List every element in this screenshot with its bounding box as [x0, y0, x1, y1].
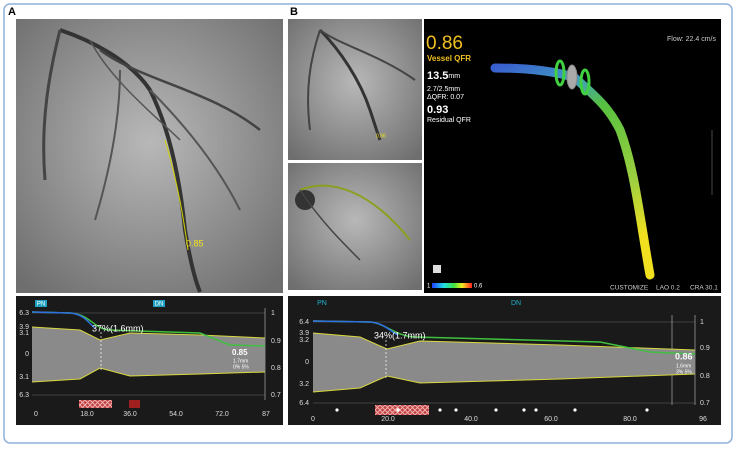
- x-tick-label: 87: [262, 411, 270, 418]
- y-tick-label: 6.3: [19, 392, 29, 399]
- y-tick-label: 3.9: [299, 330, 309, 337]
- length-unit: mm: [448, 73, 460, 80]
- x-tick-label: 36.0: [123, 411, 137, 418]
- x-tick-label: 18.0: [80, 411, 94, 418]
- pn-marker: PN: [317, 300, 327, 307]
- stenosis-label: 34%(1.7mm): [374, 330, 426, 340]
- view-mode: CUSTOMIZE: [610, 285, 649, 292]
- colorbar-max: 0.6: [474, 284, 483, 290]
- flow: Flow: 22.4 cm/s: [667, 36, 717, 43]
- x-tick-label: 40.0: [464, 416, 478, 423]
- x-tick-label: 72.0: [215, 411, 229, 418]
- x-tick-label: 80.0: [623, 416, 637, 423]
- view-angle: LAO 0.2: [656, 285, 680, 292]
- end-note: 0% 5%: [233, 364, 249, 370]
- x-tick-label: 20.0: [381, 416, 395, 423]
- qfr-tick-label: 0.9: [271, 338, 281, 345]
- profile-b: [288, 296, 721, 425]
- x-tick-label: 0: [311, 416, 315, 423]
- length-value: 13.5: [427, 70, 448, 82]
- x-tick-label: 54.0: [169, 411, 183, 418]
- y-tick-label: 3.1: [19, 330, 29, 337]
- y-tick-label: 6.4: [299, 400, 309, 407]
- y-tick-label: 3.2: [299, 381, 309, 388]
- view-angle: CRA 30.1: [690, 285, 718, 292]
- y-tick-label: 0: [305, 359, 309, 366]
- qfr-label: 0.86: [376, 133, 386, 139]
- qfr-tick-label: 0.7: [271, 392, 281, 399]
- y-tick-label: 3.1: [19, 374, 29, 381]
- qfr-tick-label: 1: [700, 319, 704, 326]
- lesion-length: 13.5mm: [427, 70, 460, 82]
- vessel-qfr-title: Vessel QFR: [427, 54, 471, 63]
- end-qfr: 0.86: [675, 351, 693, 361]
- end-note: 3% 5%: [676, 369, 692, 375]
- qfr-tick-label: 0.7: [700, 400, 710, 407]
- y-tick-label: 3.9: [19, 324, 29, 331]
- y-tick-label: 0: [25, 351, 29, 358]
- diameters: 2.7/2.5mm: [427, 86, 460, 93]
- panel-label: B: [290, 6, 298, 18]
- end-diameter: 1.7mm: [233, 358, 248, 364]
- dn-marker: DN: [511, 300, 521, 307]
- profile-a: [16, 296, 283, 425]
- colorbar-min: 1: [427, 284, 431, 290]
- x-tick-label: 0: [34, 411, 38, 418]
- angiogram-a: [16, 19, 283, 293]
- x-tick-label: 60.0: [544, 416, 558, 423]
- dn-marker: DN: [155, 302, 164, 308]
- qfr-tick-label: 0.8: [271, 365, 281, 372]
- vessel-qfr: 0.86: [426, 33, 463, 54]
- angiogram-b: [288, 19, 721, 293]
- stenosis-label: 37%(1.6mm): [92, 323, 144, 333]
- qfr-label: 0.85: [186, 238, 204, 248]
- y-tick-label: 3.2: [299, 337, 309, 344]
- delta-qfr: ΔQFR: 0.07: [427, 94, 464, 101]
- y-tick-label: 6.3: [19, 310, 29, 317]
- end-qfr: 0.85: [232, 348, 248, 357]
- pn-marker: PN: [37, 302, 45, 308]
- residual-qfr: 0.93: [427, 104, 448, 116]
- end-diameter: 1.6mm: [676, 363, 691, 369]
- residual-qfr-title: Residual QFR: [427, 117, 471, 124]
- qfr-tick-label: 1: [271, 310, 275, 317]
- panel-label: A: [8, 6, 16, 18]
- y-tick-label: 6.4: [299, 319, 309, 326]
- qfr-tick-label: 0.8: [700, 373, 710, 380]
- qfr-tick-label: 0.9: [700, 345, 710, 352]
- x-tick-label: 96: [699, 416, 707, 423]
